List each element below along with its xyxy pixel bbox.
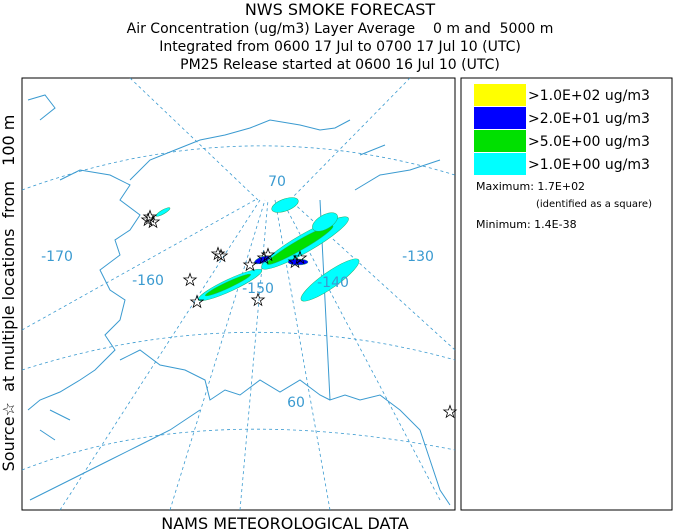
- source-star: [182, 272, 198, 287]
- graticule-label: -130: [402, 249, 434, 265]
- graticule-label: -150: [242, 281, 274, 297]
- plume: [205, 273, 251, 297]
- legend-label: >2.0E+01 ug/m3: [528, 111, 650, 127]
- coastline: [27, 94, 451, 506]
- footer: NAMS METEOROLOGICAL DATA: [161, 514, 409, 532]
- maximum: Maximum: 1.7E+02: [476, 180, 585, 193]
- subtitle: Air Concentration (ug/m3) Layer Average …: [127, 21, 554, 37]
- map: 70 -170 -160 -150 -140 -130 60: [21, 77, 458, 511]
- source-star: [260, 247, 276, 262]
- legend-label: >1.0E+02 ug/m3: [528, 88, 650, 104]
- source-star: [287, 254, 303, 269]
- graticule-label: 60: [287, 395, 305, 411]
- subtitle: PM25 Release started at 0600 16 Jul 10 (…: [180, 57, 500, 73]
- source-star: [250, 292, 266, 307]
- minimum: Minimum: 1.4E-38: [476, 218, 577, 231]
- legend-label: >5.0E+00 ug/m3: [528, 134, 650, 150]
- legend-swatch: [474, 107, 526, 129]
- plumes: [155, 197, 360, 302]
- legend-swatch: [474, 84, 526, 106]
- source-star: [140, 212, 156, 227]
- legend-swatch: [474, 153, 526, 175]
- side-label: Source☆ at multiple locations from 100 m: [0, 115, 18, 472]
- source-star: [145, 214, 161, 229]
- plume: [266, 225, 334, 265]
- legend-swatch: [474, 130, 526, 152]
- plume: [271, 197, 299, 213]
- legend: Maximum: 1.7E+02 (identified as a square…: [460, 77, 673, 511]
- title: NWS SMOKE FORECAST: [245, 0, 436, 19]
- maximum-note: (identified as a square): [536, 199, 652, 210]
- graticule-label: -160: [132, 273, 164, 289]
- source-star: [189, 294, 205, 309]
- legend-label: >1.0E+00 ug/m3: [528, 157, 650, 173]
- source-star: [292, 250, 308, 265]
- graticule-label: -140: [317, 275, 349, 291]
- source-star: [210, 246, 226, 261]
- plume: [312, 212, 338, 232]
- source-stars: [140, 209, 458, 419]
- graticule-label: 70: [268, 174, 286, 190]
- source-star: [442, 404, 458, 419]
- graticule-label: -170: [41, 249, 73, 265]
- subtitle: Integrated from 0600 17 Jul to 0700 17 J…: [159, 39, 521, 55]
- plume: [155, 207, 171, 217]
- plume: [300, 258, 360, 302]
- source-star: [242, 257, 258, 272]
